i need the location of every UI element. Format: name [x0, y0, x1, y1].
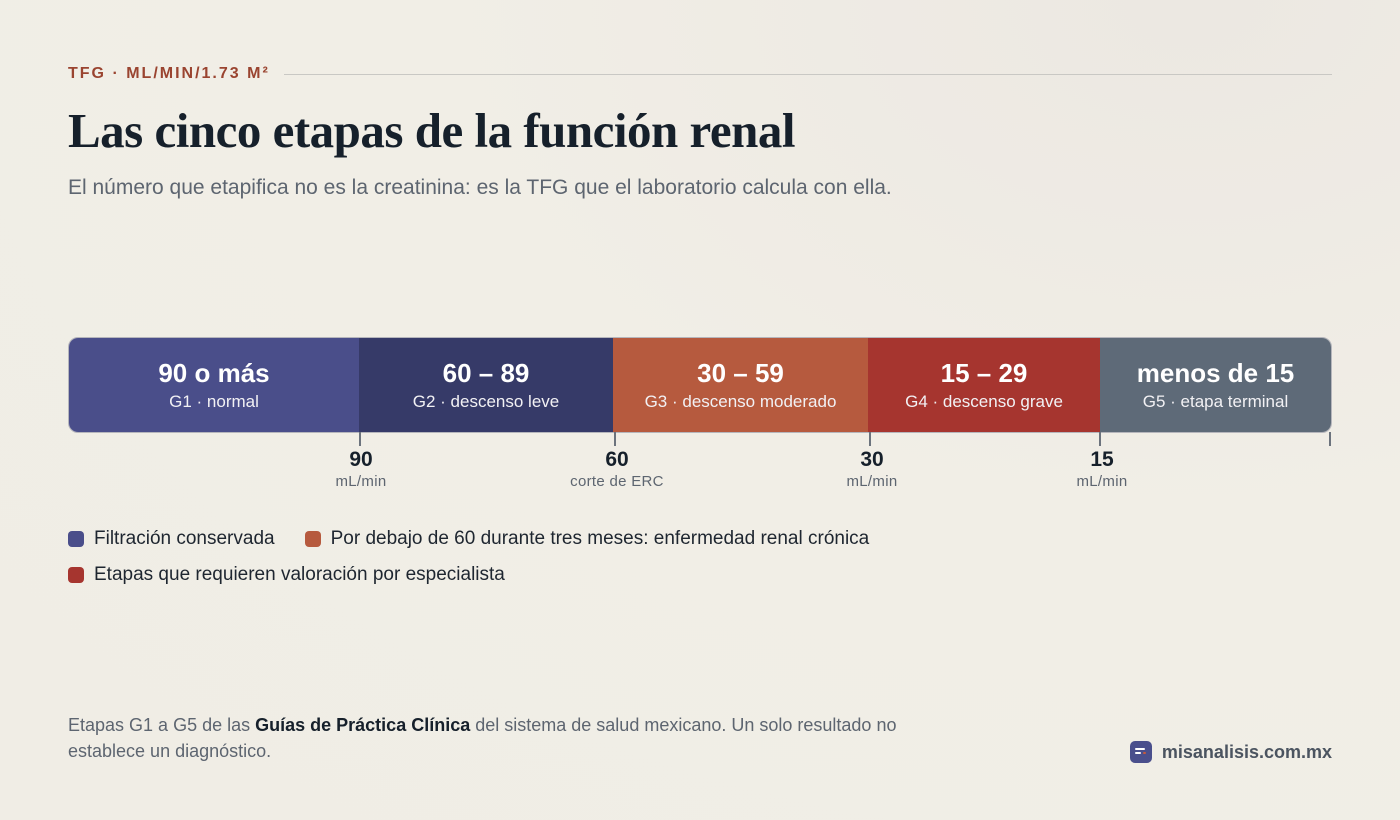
tick-value-60: 60	[605, 448, 629, 471]
tick-mark-60	[614, 432, 616, 446]
eyebrow-row: TFG · ML/MIN/1.73 M²	[68, 64, 1332, 84]
brand-name: misanalisis.com.mx	[1161, 741, 1332, 762]
tick-mark-90	[359, 432, 361, 446]
eyebrow-label: TFG · ML/MIN/1.73 M²	[68, 65, 270, 82]
eyebrow-divider	[283, 73, 1332, 75]
stage-g1: 90 o más G1 · normal	[69, 338, 359, 432]
stage-g3-range: 30 – 59	[697, 357, 784, 388]
brand-link[interactable]: misanalisis.com.mx	[1129, 741, 1332, 763]
stage-scale-bar: 90 o más G1 · normal 60 – 89 G2 · descen…	[68, 337, 1332, 433]
stage-g3: 30 – 59 G3 · descenso moderado	[613, 338, 868, 432]
footnote-text-start: Etapas G1 a G5 de las	[68, 715, 256, 735]
legend-item-conservada: Filtración conservada	[68, 528, 275, 550]
tick-value-15: 15	[1090, 448, 1114, 471]
legend-label: Filtración conservada	[94, 528, 275, 549]
stage-g2-label: G2 · descenso leve	[412, 391, 560, 411]
stage-g5: menos de 15 G5 · etapa terminal	[1100, 338, 1331, 432]
stage-g2-range: 60 – 89	[442, 357, 530, 388]
tick-unit-90: mL/min	[335, 473, 387, 490]
page-title: Las cinco etapas de la función renal	[68, 103, 796, 158]
legend: Filtración conservada Por debajo de 60 d…	[68, 528, 968, 600]
legend-swatch	[68, 531, 84, 547]
stage-g1-range: 90 o más	[158, 357, 270, 388]
stage-g4-label: G4 · descenso grave	[905, 391, 1063, 411]
legend-label: Etapas que requieren valoración por espe…	[94, 564, 505, 585]
report-icon	[1129, 741, 1152, 763]
tick-unit-60: corte de ERC	[570, 473, 664, 490]
tick-mark-15	[1099, 432, 1101, 446]
tick-mark-30	[869, 432, 871, 446]
stage-g2: 60 – 89 G2 · descenso leve	[359, 338, 613, 432]
tick-value-90: 90	[349, 448, 373, 471]
legend-swatch	[68, 567, 84, 583]
stage-g1-label: G1 · normal	[169, 391, 259, 411]
legend-row: Etapas que requieren valoración por espe…	[68, 564, 968, 586]
tick-value-30: 30	[860, 448, 884, 471]
footnote-source: Guías de Práctica Clínica	[255, 715, 471, 735]
legend-swatch	[304, 531, 321, 547]
stage-g4: 15 – 29 G4 · descenso grave	[868, 338, 1100, 432]
legend-item-especialista: Etapas que requieren valoración por espe…	[68, 564, 505, 586]
page-subtitle: El número que etapifica no es la creatin…	[68, 176, 892, 199]
tick-mark-end	[1329, 432, 1331, 446]
tick-unit-30: mL/min	[846, 473, 898, 490]
stage-g5-label: G5 · etapa terminal	[1142, 391, 1289, 411]
stage-g5-range: menos de 15	[1136, 357, 1295, 388]
legend-label: Por debajo de 60 durante tres meses: enf…	[330, 528, 870, 549]
stage-g4-range: 15 – 29	[940, 357, 1028, 388]
legend-item-erc: Por debajo de 60 durante tres meses: enf…	[304, 528, 870, 550]
tick-unit-15: mL/min	[1076, 473, 1128, 490]
footnote-text-end: del sistema de salud mexicano. Un solo r…	[68, 715, 897, 761]
stage-g3-label: G3 · descenso moderado	[644, 391, 837, 411]
footnote: Etapas G1 a G5 de las Guías de Práctica …	[68, 712, 928, 764]
legend-row: Filtración conservada Por debajo de 60 d…	[68, 528, 968, 550]
